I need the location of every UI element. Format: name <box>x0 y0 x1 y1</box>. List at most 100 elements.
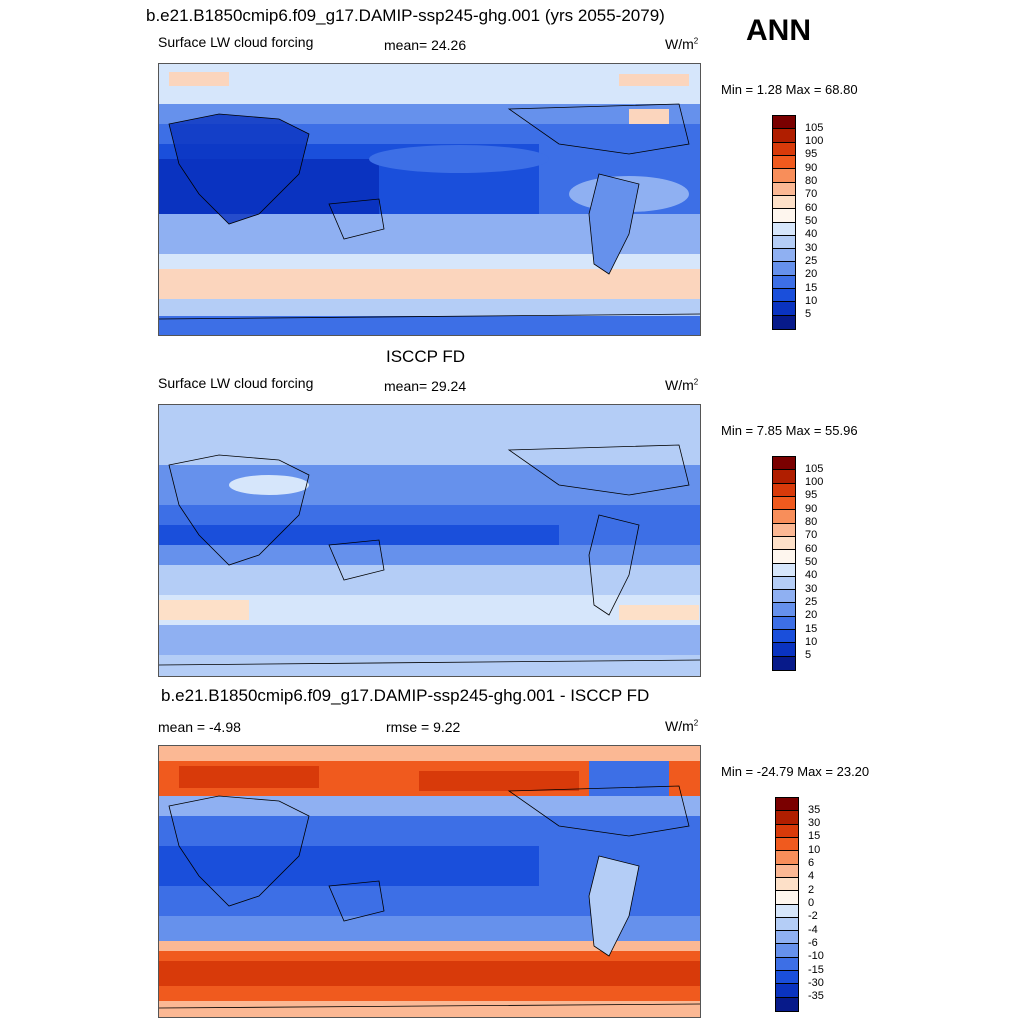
colorbar-swatch <box>773 603 795 617</box>
colorbar-swatch <box>773 209 795 223</box>
colorbar-swatch <box>773 315 795 329</box>
colorbar-tick-label: 5 <box>805 308 812 321</box>
colorbar-swatch <box>773 155 795 170</box>
colorbar-tick-label: 50 <box>805 215 818 227</box>
colorbar-swatch <box>773 470 795 484</box>
colorbar-swatch <box>773 249 795 263</box>
panel-3-title: b.e21.B1850cmip6.f09_g17.DAMIP-ssp245-gh… <box>161 686 650 705</box>
colorbar-swatch <box>773 576 795 591</box>
colorbar-tick-label: 80 <box>805 516 818 529</box>
colorbar-tick-label: -2 <box>808 910 818 923</box>
colorbar-swatch <box>773 536 795 551</box>
panel-1-units: W/m2 <box>665 36 699 52</box>
colorbar-swatch <box>773 643 795 657</box>
colorbar-swatch <box>776 997 798 1011</box>
colorbar-tick-label: 20 <box>805 268 818 281</box>
colorbar-tick-label: 25 <box>805 595 818 608</box>
colorbar-tick-label: 80 <box>805 175 818 188</box>
colorbar-swatch <box>776 944 798 958</box>
colorbar-tick-label: 15 <box>805 281 818 294</box>
colorbar-swatch <box>773 182 795 196</box>
colorbar-tick-label: 15 <box>805 622 818 635</box>
colorbar-tick-label: 95 <box>805 489 818 502</box>
colorbar-tick-label: 70 <box>805 529 818 542</box>
colorbar-tick-label: 5 <box>805 649 812 662</box>
colorbar-swatch <box>776 931 798 945</box>
colorbar-tick-label: -6 <box>808 936 818 949</box>
colorbar-tick-label: 40 <box>805 569 818 582</box>
colorbar-swatch <box>773 590 795 604</box>
colorbar-tick-label: 10 <box>805 635 818 648</box>
colorbar-swatch <box>773 142 795 156</box>
colorbar-swatch <box>773 129 795 143</box>
panel-2-units: W/m2 <box>665 377 699 393</box>
colorbar-tick-label: 6 <box>808 857 815 870</box>
colorbar-tick-label: 90 <box>805 502 818 515</box>
colorbar-tick-label: 20 <box>805 609 818 622</box>
panel-1-colorbar <box>772 115 796 330</box>
panel-3-units: W/m2 <box>665 718 699 734</box>
colorbar-tick-label: 95 <box>805 148 818 161</box>
colorbar-tick-label: 30 <box>805 241 818 254</box>
colorbar-tick-label: -30 <box>808 976 824 989</box>
panel-3-map <box>158 745 701 1018</box>
colorbar-swatch <box>773 656 795 670</box>
colorbar-swatch <box>776 824 798 838</box>
colorbar-swatch <box>776 877 798 892</box>
colorbar-swatch <box>776 864 798 878</box>
colorbar-tick-label: 40 <box>805 228 818 241</box>
colorbar-tick-label: -4 <box>808 923 818 936</box>
colorbar-swatch <box>773 563 795 577</box>
colorbar-tick-label: 15 <box>808 830 821 843</box>
colorbar-tick-label: -15 <box>808 963 824 976</box>
colorbar-swatch <box>773 457 795 471</box>
colorbar-swatch <box>773 222 795 236</box>
colorbar-tick-label: 60 <box>805 542 818 555</box>
panel-3-rmse: rmse = 9.22 <box>386 719 461 735</box>
colorbar-tick-label: 2 <box>808 883 815 896</box>
panel-3-minmax: Min = -24.79 Max = 23.20 <box>721 764 870 779</box>
colorbar-tick-label: 30 <box>808 817 821 830</box>
panel-2-title: ISCCP FD <box>386 347 466 366</box>
colorbar-swatch <box>776 851 798 865</box>
colorbar-swatch <box>776 837 798 852</box>
season-label: ANN <box>746 14 811 47</box>
colorbar-swatch <box>773 262 795 276</box>
colorbar-swatch <box>776 957 798 972</box>
colorbar-swatch <box>776 971 798 985</box>
colorbar-tick-label: 0 <box>808 897 815 909</box>
colorbar-swatch <box>776 904 798 918</box>
colorbar-swatch <box>773 116 795 130</box>
colorbar-swatch <box>773 510 795 524</box>
colorbar-tick-label: 30 <box>805 582 818 595</box>
colorbar-tick-label: 90 <box>805 161 818 174</box>
colorbar-tick-label: 10 <box>808 843 821 856</box>
panel-3-mean: mean = -4.98 <box>158 719 241 735</box>
panel-1-left-label: Surface LW cloud forcing <box>158 34 314 50</box>
colorbar-tick-label: -10 <box>808 950 824 963</box>
colorbar-swatch <box>773 550 795 564</box>
panel-3-colorbar <box>775 797 799 1012</box>
colorbar-swatch <box>776 811 798 825</box>
colorbar-swatch <box>776 917 798 932</box>
panel-2-left-label: Surface LW cloud forcing <box>158 375 314 391</box>
colorbar-swatch <box>776 891 798 905</box>
panel-2-minmax: Min = 7.85 Max = 55.96 <box>721 423 858 438</box>
colorbar-swatch <box>776 984 798 998</box>
panel-1-title: b.e21.B1850cmip6.f09_g17.DAMIP-ssp245-gh… <box>146 6 665 25</box>
colorbar-swatch <box>773 195 795 210</box>
colorbar-swatch <box>773 616 795 631</box>
colorbar-tick-label: -35 <box>808 990 824 1003</box>
panel-1-mean: mean= 24.26 <box>384 37 467 53</box>
colorbar-swatch <box>773 630 795 644</box>
colorbar-tick-label: 4 <box>808 870 815 883</box>
colorbar-swatch <box>773 496 795 511</box>
colorbar-tick-label: 70 <box>805 188 818 201</box>
colorbar-swatch <box>773 289 795 303</box>
colorbar-tick-label: 105 <box>805 462 824 475</box>
panel-1-minmax: Min = 1.28 Max = 68.80 <box>721 82 858 97</box>
panel-2-map <box>158 404 701 677</box>
colorbar-tick-label: 50 <box>805 556 818 568</box>
colorbar-tick-label: 100 <box>805 476 824 489</box>
colorbar-tick-label: 25 <box>805 254 818 267</box>
